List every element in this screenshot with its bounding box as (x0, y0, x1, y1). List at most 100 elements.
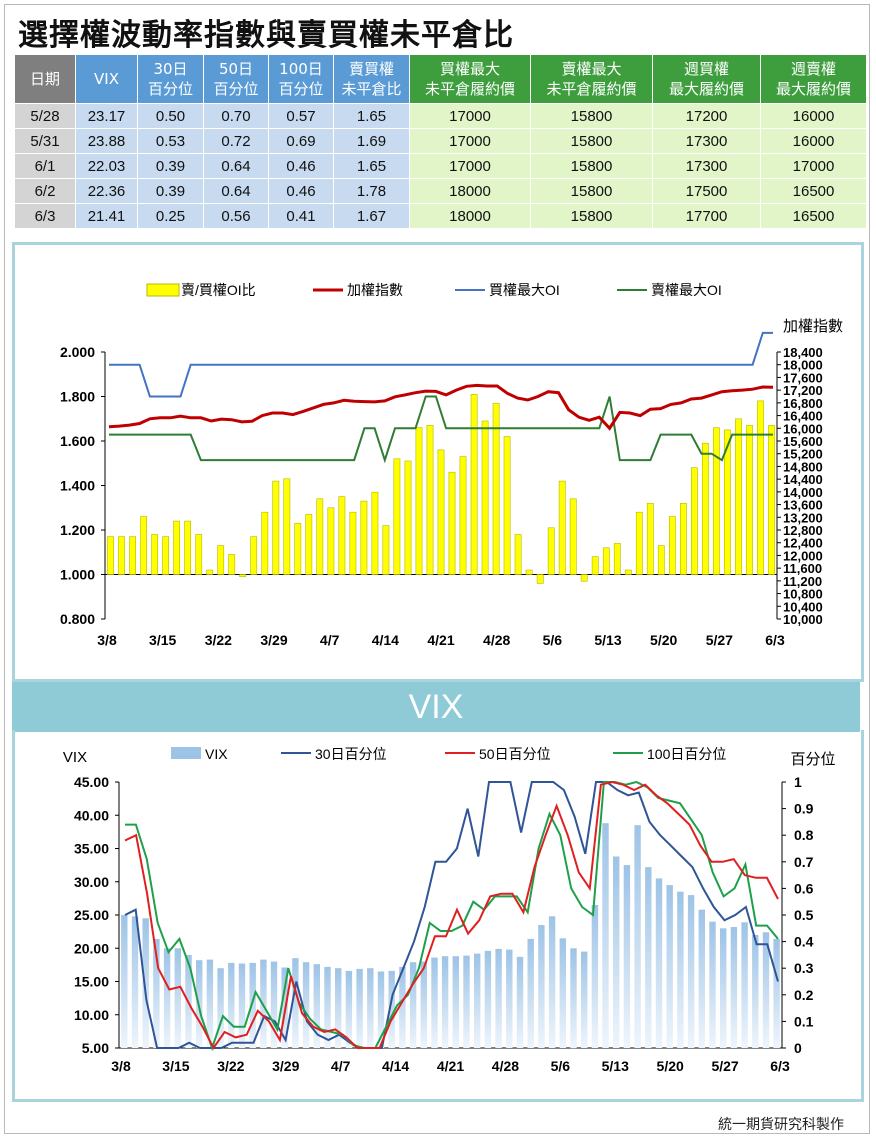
cell-p30: 0.50 (137, 103, 204, 129)
cell-weekly-call: 17300 (652, 128, 761, 154)
cell-call-max-oi: 17000 (409, 103, 531, 129)
oi-ratio-bar (360, 500, 368, 575)
cell-call-max-oi: 17000 (409, 128, 531, 154)
y2-tick-label: 11,200 (783, 574, 822, 589)
y2-tick-label: 10,000 (783, 612, 823, 627)
oi-ratio-bar (690, 467, 698, 575)
cell-p100: 0.69 (268, 128, 334, 154)
y-tick-label: 20.00 (74, 940, 109, 956)
oi-ratio-bar (746, 425, 753, 575)
vix-bar (163, 948, 171, 1049)
oi-ratio-bar (735, 418, 742, 575)
vix-bar (131, 916, 139, 1048)
oi-ratio-bar (514, 534, 522, 575)
x-tick-label: 3/29 (260, 632, 287, 648)
cell-date: 6/2 (14, 178, 76, 204)
oi-ratio-bar (525, 569, 533, 575)
vix-bar (559, 938, 566, 1048)
vix-bar (206, 959, 214, 1048)
oi-ratio-bar (712, 427, 720, 575)
vix-bar (548, 916, 556, 1048)
x-tick-label: 4/14 (372, 632, 399, 648)
vix-bar (591, 905, 599, 1048)
y-tick-label: 15.00 (74, 974, 109, 990)
vix-bar (217, 968, 224, 1048)
legend-label-put-max-oi: 賣權最大OI (651, 282, 722, 298)
oi-ratio-bar (316, 498, 324, 575)
vix-bar (570, 948, 577, 1049)
cell-weekly-call: 17300 (652, 153, 761, 179)
cell-pc-ratio: 1.65 (333, 103, 410, 129)
x-tick-label: 4/7 (320, 632, 340, 648)
y-tick-label: 45.00 (74, 774, 109, 790)
vix-bar (741, 922, 748, 1048)
legend-label-vix: VIX (205, 746, 228, 762)
x-tick-label: 5/6 (543, 632, 563, 648)
y2-tick-label: 0.6 (794, 880, 814, 896)
cell-p50: 0.64 (203, 178, 269, 204)
oi-ratio-bar (239, 574, 247, 578)
vix-bar (441, 956, 449, 1048)
oi-ratio-bar (492, 402, 500, 575)
vix-bar (752, 934, 759, 1048)
y2-tick-label: 10,800 (783, 587, 823, 602)
y2-tick-label: 10,400 (783, 599, 823, 614)
y2-tick-label: 18,000 (783, 358, 823, 373)
col-header-weekly-call: 週買權 最大履約價 (652, 54, 761, 104)
oi-ratio-bar (206, 569, 214, 575)
cell-put-max-oi: 15800 (530, 103, 653, 129)
cell-p30: 0.39 (137, 178, 204, 204)
y2-tick-label: 15,200 (783, 447, 823, 462)
p30-line (124, 781, 779, 1049)
table-row: 6/1 22.03 0.39 0.64 0.46 1.65 17000 1580… (14, 153, 867, 179)
oi-ratio-bar (569, 498, 577, 575)
vix-bar (452, 956, 459, 1048)
x-tick-label: 3/29 (272, 1058, 299, 1074)
put-max-oi-line (109, 395, 773, 464)
oi-ratio-bar (635, 511, 643, 575)
col-header-weekly-put: 週賣權 最大履約價 (760, 54, 867, 104)
vix-bar (228, 962, 235, 1048)
call-max-oi-line (109, 331, 773, 398)
oi-ratio-bar (107, 536, 114, 575)
oi-ratio-bar (459, 456, 467, 575)
cell-call-max-oi: 18000 (409, 203, 531, 229)
vix-bar (335, 968, 342, 1048)
x-tick-label: 5/27 (711, 1058, 738, 1074)
oi-ratio-bar (558, 480, 566, 575)
vix-bar (474, 953, 481, 1048)
vix-chart: 45.0040.0035.0030.0025.0020.0015.0010.00… (63, 746, 836, 1074)
y-tick-label: 5.00 (82, 1040, 109, 1056)
x-tick-label: 5/20 (650, 632, 677, 648)
oi-ratio-bar (327, 507, 335, 575)
vix-bar (270, 961, 278, 1048)
x-tick-label: 4/7 (331, 1058, 351, 1074)
y-tick-label: 40.00 (74, 807, 109, 823)
vix-bar (324, 966, 331, 1048)
legend-swatch-vix (171, 747, 201, 759)
x-tick-label: 5/6 (551, 1058, 571, 1074)
y2-tick-label: 0.2 (794, 987, 814, 1003)
vix-bar (142, 918, 149, 1048)
cell-weekly-put: 16000 (760, 103, 867, 129)
cell-weekly-put: 16000 (760, 128, 867, 154)
y2-tick-label: 15,600 (783, 434, 823, 449)
col-header-date: 日期 (14, 54, 76, 104)
y2-tick-label: 14,800 (783, 459, 823, 474)
oi-ratio-bar (701, 442, 709, 575)
cell-date: 6/3 (14, 203, 76, 229)
vix-bar (527, 938, 534, 1048)
vix-bar (345, 970, 353, 1048)
oi-ratio-bar (195, 534, 203, 575)
page-frame (4, 4, 870, 1134)
footer-credit: 統一期貨研究科製作 (718, 1117, 844, 1133)
vix-bar (377, 971, 385, 1048)
y2-tick-label: 18,400 (783, 345, 823, 360)
vix-bar (313, 964, 320, 1048)
y-tick-label: 0.800 (60, 611, 95, 627)
oi-ratio-bar (151, 534, 158, 575)
vix-bar (623, 865, 631, 1048)
y2-tick-label: 16,000 (783, 421, 823, 436)
oi-ratio-bar (162, 536, 169, 575)
y-tick-label: 1.200 (60, 522, 95, 538)
